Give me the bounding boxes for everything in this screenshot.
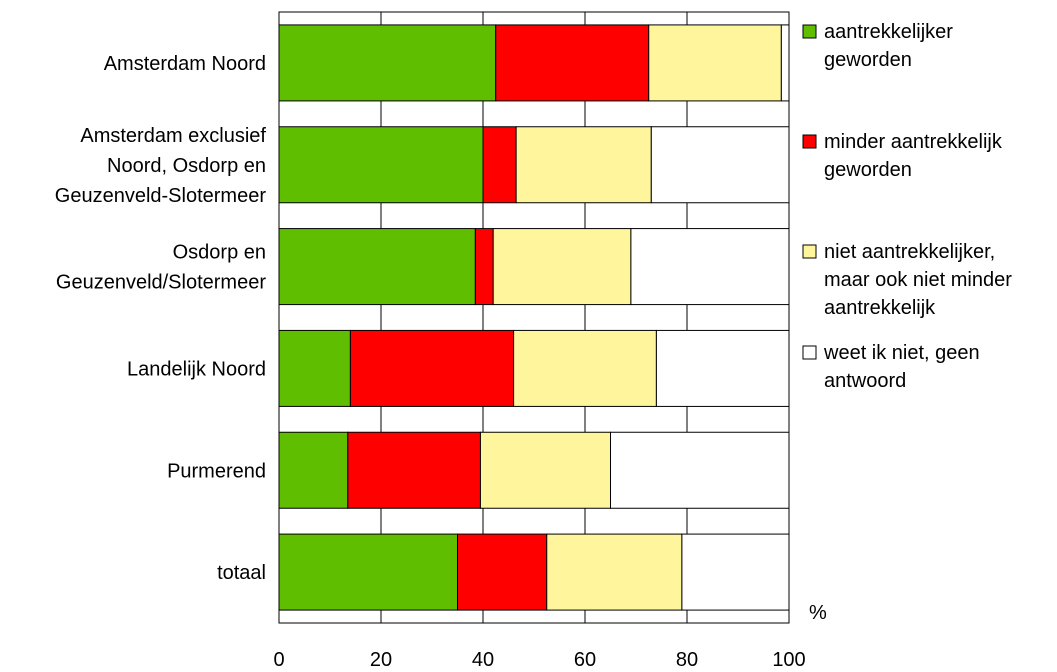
legend: aantrekkelijker geworden minder aantrekkel… xyxy=(802,21,1012,392)
legend-label: minder aantrekkelijk geworden xyxy=(824,131,1003,181)
bar-segment xyxy=(482,126,517,204)
axis-layer: 0 20 40 60 80 100 xyxy=(273,649,805,671)
bar-segment xyxy=(492,228,632,306)
legend-label: niet aantrekkelijker, maar ook niet minde… xyxy=(824,241,1012,319)
legend-swatch xyxy=(802,244,817,259)
bar-segment xyxy=(650,126,790,204)
bar-segment xyxy=(515,126,652,204)
bar-segment xyxy=(780,24,790,102)
bar-segment xyxy=(349,329,515,407)
bar-segment xyxy=(495,24,650,102)
legend-swatch xyxy=(802,24,817,39)
legend-label: weet ik niet, geen antwoord xyxy=(823,342,980,392)
bar-segment xyxy=(457,533,548,611)
bar-segment xyxy=(610,431,790,509)
grid-layer xyxy=(278,11,790,624)
plot-frame xyxy=(278,11,790,624)
x-tick-label: 100 xyxy=(772,649,805,671)
bar-segment xyxy=(278,533,458,611)
category-labels: Amsterdam Noord Amsterdam exclusief Noord,… xyxy=(55,53,267,584)
bar-segment xyxy=(648,24,782,102)
category-label: Amsterdam exclusief Noord, Osdorp en Geuze… xyxy=(55,125,267,207)
bar-segment xyxy=(347,431,481,509)
x-tick-label: 80 xyxy=(676,649,698,671)
unit-label: % xyxy=(809,602,827,624)
bar-segment xyxy=(630,228,790,306)
category-label: totaal xyxy=(217,562,266,584)
x-tick-label: 60 xyxy=(574,649,596,671)
legend-label: aantrekkelijker geworden xyxy=(824,21,953,71)
legend-swatch xyxy=(802,345,817,360)
category-label: Osdorp en Geuzenveld/Slotermeer xyxy=(56,242,266,294)
bars-layer xyxy=(278,24,790,611)
bar-segment xyxy=(513,329,657,407)
bar-segment xyxy=(681,533,790,611)
bar-segment xyxy=(546,533,683,611)
x-tick-label: 20 xyxy=(370,649,392,671)
bar-segment xyxy=(278,228,476,306)
category-label: Purmerend xyxy=(167,460,266,482)
bar-segment xyxy=(278,126,484,204)
x-tick-label: 40 xyxy=(472,649,494,671)
bar-segment xyxy=(278,431,349,509)
category-label: Landelijk Noord xyxy=(127,358,266,380)
bar-segment xyxy=(474,228,494,306)
bar-segment xyxy=(278,24,497,102)
x-tick-label: 0 xyxy=(273,649,284,671)
bar-segment xyxy=(278,329,351,407)
bar-segment xyxy=(479,431,612,509)
category-label: Amsterdam Noord xyxy=(104,53,266,75)
legend-swatch xyxy=(802,134,817,149)
bar-segment xyxy=(655,329,790,407)
